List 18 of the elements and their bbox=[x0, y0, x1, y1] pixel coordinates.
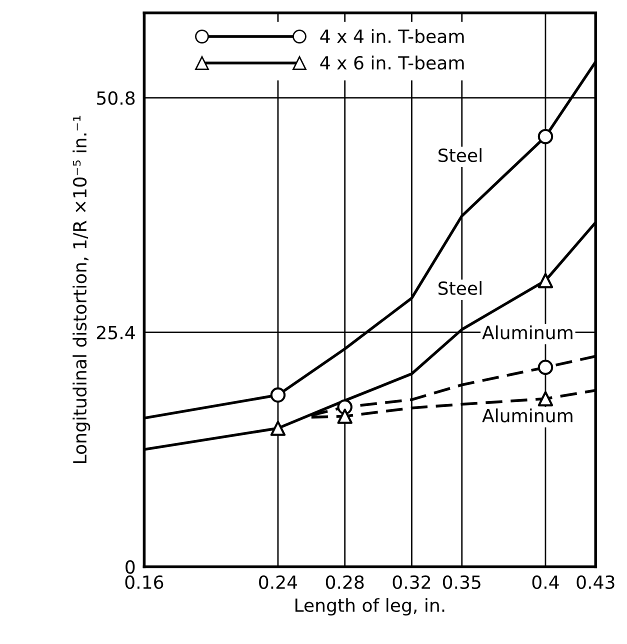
x-tick-label: 0.43 bbox=[576, 575, 614, 590]
x-axis-title: Length of leg, in. bbox=[295, 598, 444, 616]
x-tick-label: 0.32 bbox=[392, 575, 430, 590]
annotation: Aluminum bbox=[482, 408, 572, 422]
y-tick-label: 25.4 bbox=[97, 326, 135, 340]
x-tick-label: 0.4 bbox=[532, 575, 559, 590]
x-tick-label: 0.24 bbox=[259, 575, 298, 590]
y-tick-label: 50.8 bbox=[97, 91, 135, 105]
x-tick-label: 0.16 bbox=[125, 575, 164, 590]
y-axis-title: Longitudinal distortion, 1/R ×10⁻⁵ in.⁻¹ bbox=[72, 116, 90, 463]
annotation: Aluminum bbox=[482, 325, 572, 340]
legend-label: 4 x 6 in. T-beam bbox=[320, 56, 464, 70]
x-tick-label: 0.28 bbox=[326, 575, 364, 590]
annotation: Steel bbox=[438, 281, 482, 296]
x-tick-label: 0.35 bbox=[442, 575, 480, 590]
annotation: Steel bbox=[438, 148, 482, 162]
y-tick-label: 0 bbox=[126, 560, 135, 574]
legend-label: 4 x 4 in. T-beam bbox=[320, 29, 464, 44]
